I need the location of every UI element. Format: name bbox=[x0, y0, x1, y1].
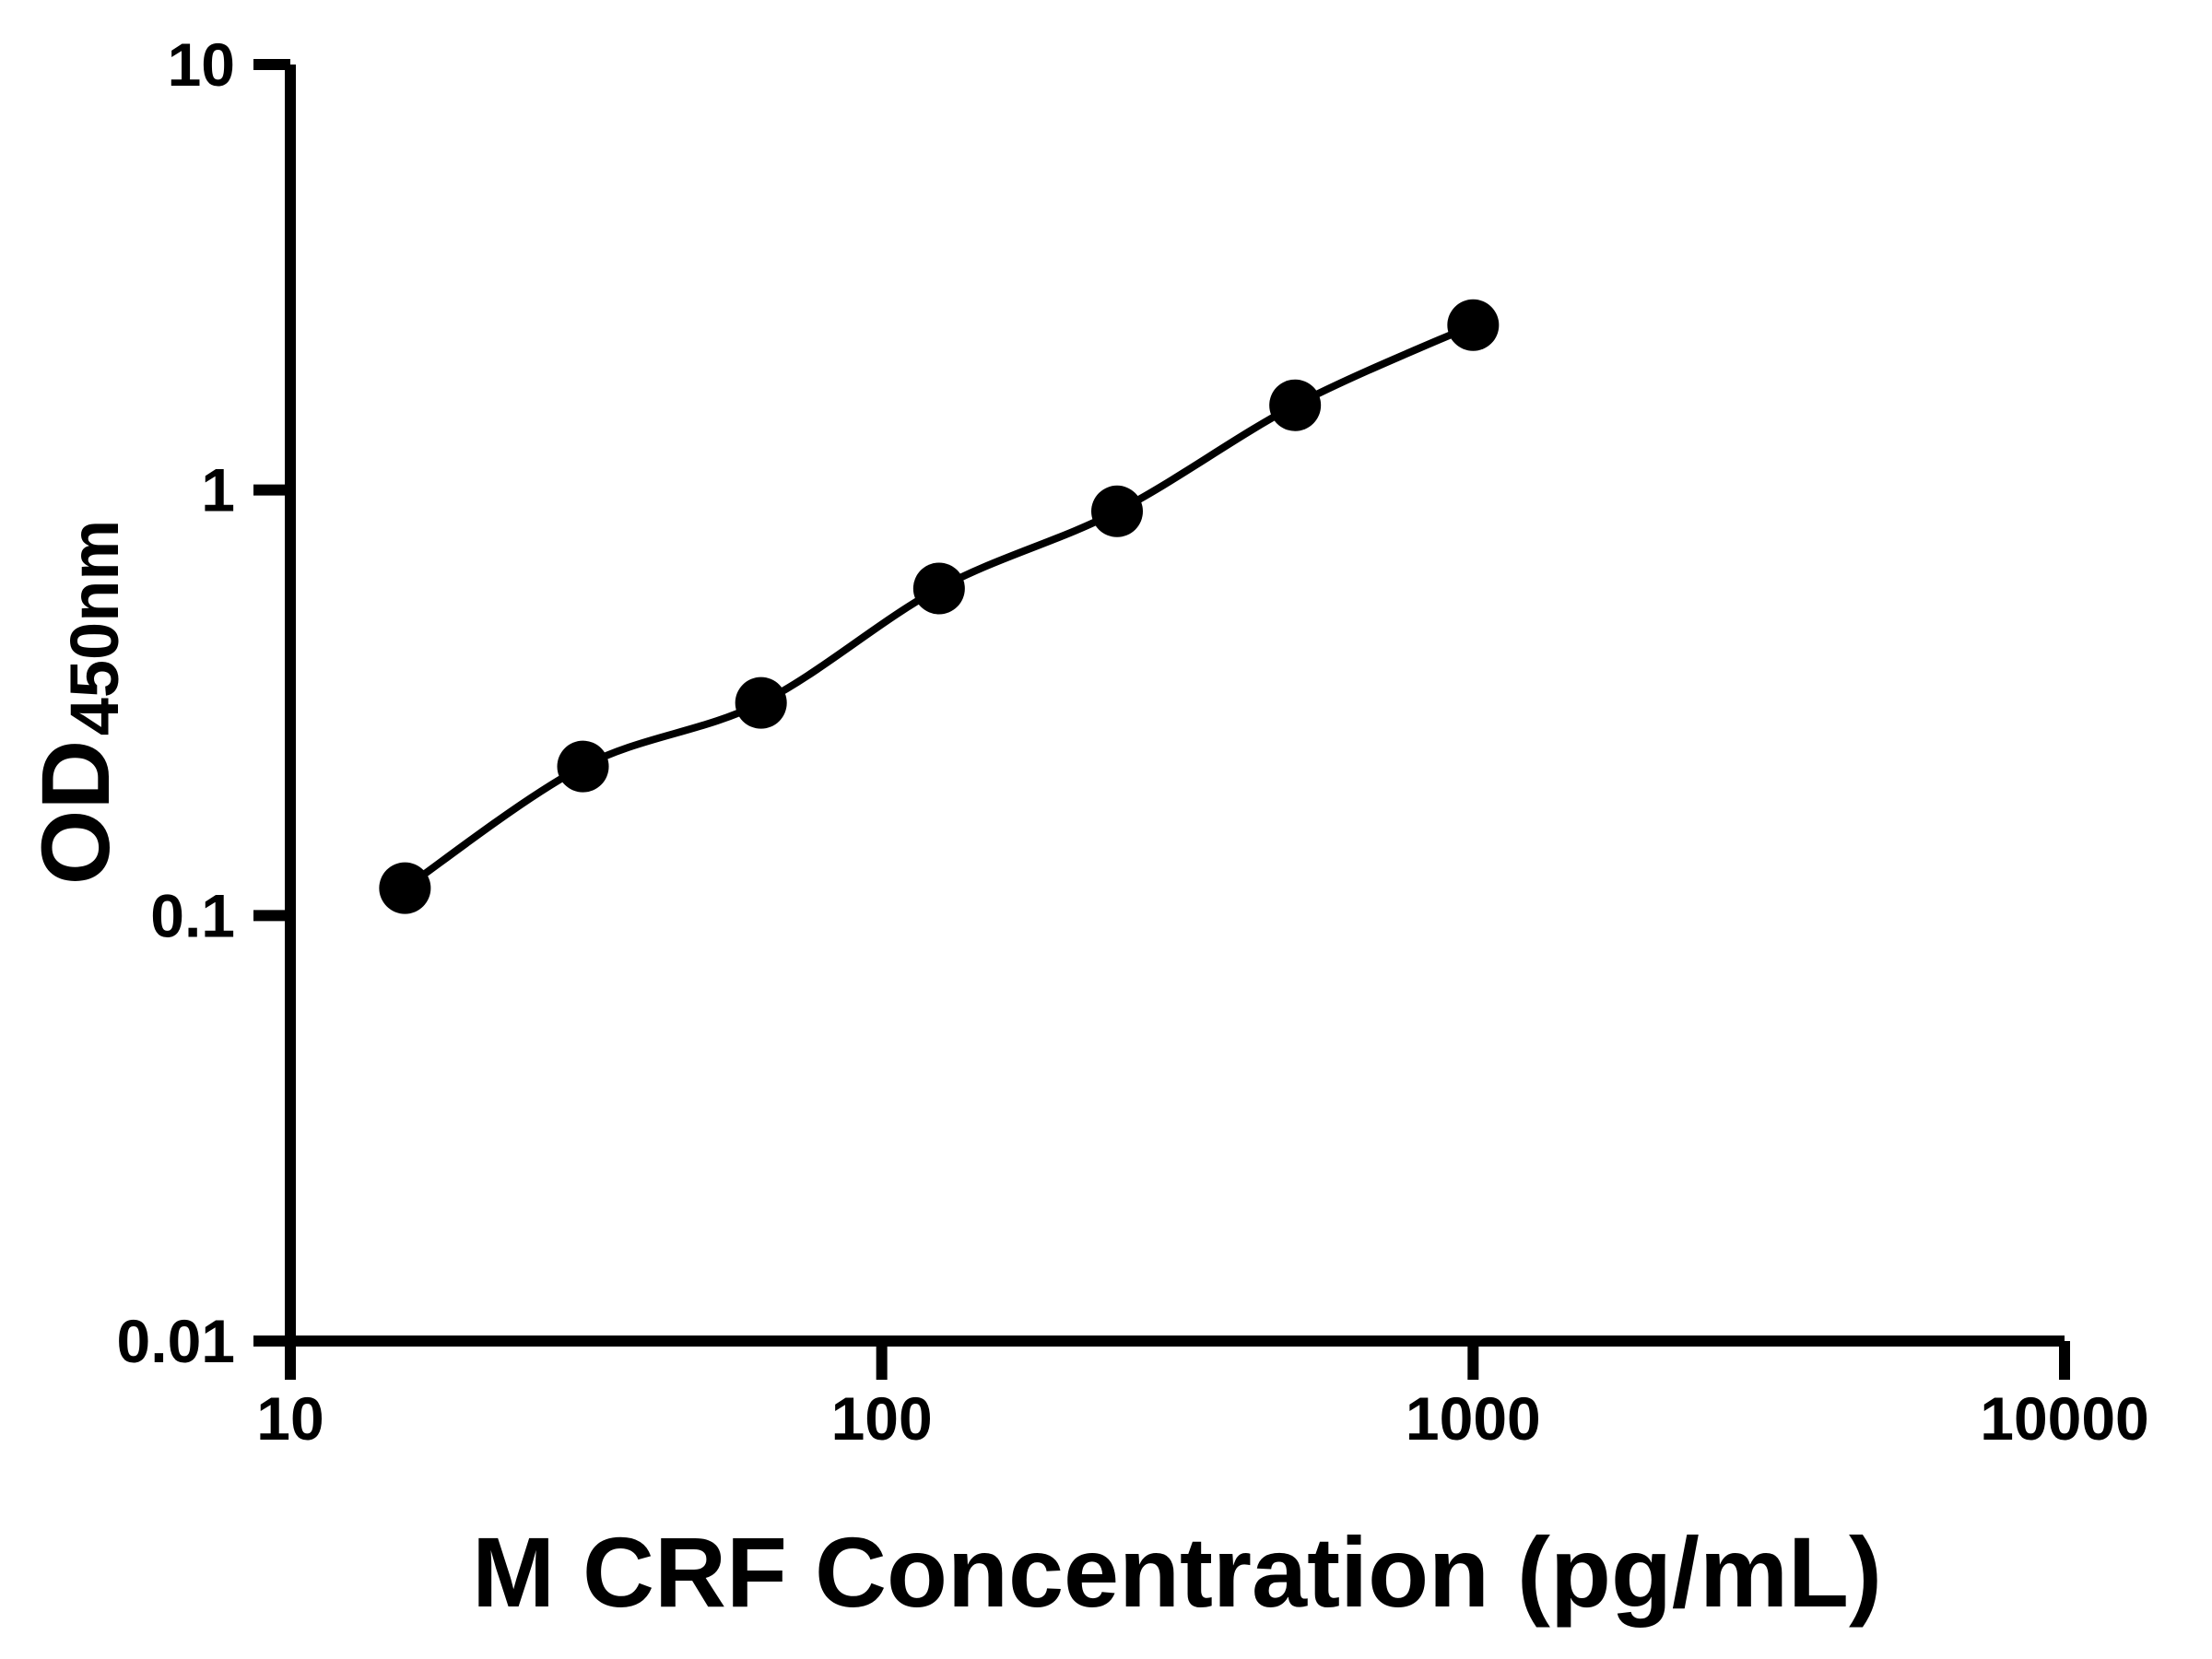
x-tick-label: 10 bbox=[256, 1384, 324, 1453]
axes-frame bbox=[285, 65, 2065, 1347]
x-tick-label: 1000 bbox=[1406, 1384, 1541, 1453]
x-tick-label: 10000 bbox=[1980, 1384, 2149, 1453]
x-axis-title: M CRF Concentration (pg/mL) bbox=[472, 1516, 1882, 1628]
data-point bbox=[379, 862, 431, 914]
data-point bbox=[557, 740, 609, 793]
y-tick-label: 0.01 bbox=[117, 1307, 235, 1375]
y-tick-label: 1 bbox=[201, 456, 235, 524]
y-tick-label: 10 bbox=[168, 30, 235, 99]
y-tick-labels: 10 1 0.1 0.01 bbox=[117, 30, 235, 1375]
data-points bbox=[379, 299, 1500, 914]
data-point bbox=[912, 562, 965, 615]
x-ticks bbox=[285, 1341, 2070, 1380]
data-point bbox=[1091, 485, 1144, 537]
y-tick-label: 0.1 bbox=[150, 881, 235, 949]
y-ticks bbox=[253, 59, 290, 1347]
plot-area: 10 1 0.1 0.01 10 100 1000 10000 bbox=[117, 30, 2149, 1453]
x-tick-labels: 10 100 1000 10000 bbox=[256, 1384, 2148, 1453]
data-point bbox=[735, 677, 787, 729]
y-axis-title-subscript: 450nm bbox=[56, 520, 133, 735]
data-point bbox=[1447, 299, 1500, 351]
y-axis-title: OD 450nm bbox=[22, 520, 133, 885]
data-point bbox=[1269, 379, 1322, 431]
x-tick-label: 100 bbox=[831, 1384, 933, 1453]
y-axis-title-main: OD bbox=[22, 740, 130, 886]
